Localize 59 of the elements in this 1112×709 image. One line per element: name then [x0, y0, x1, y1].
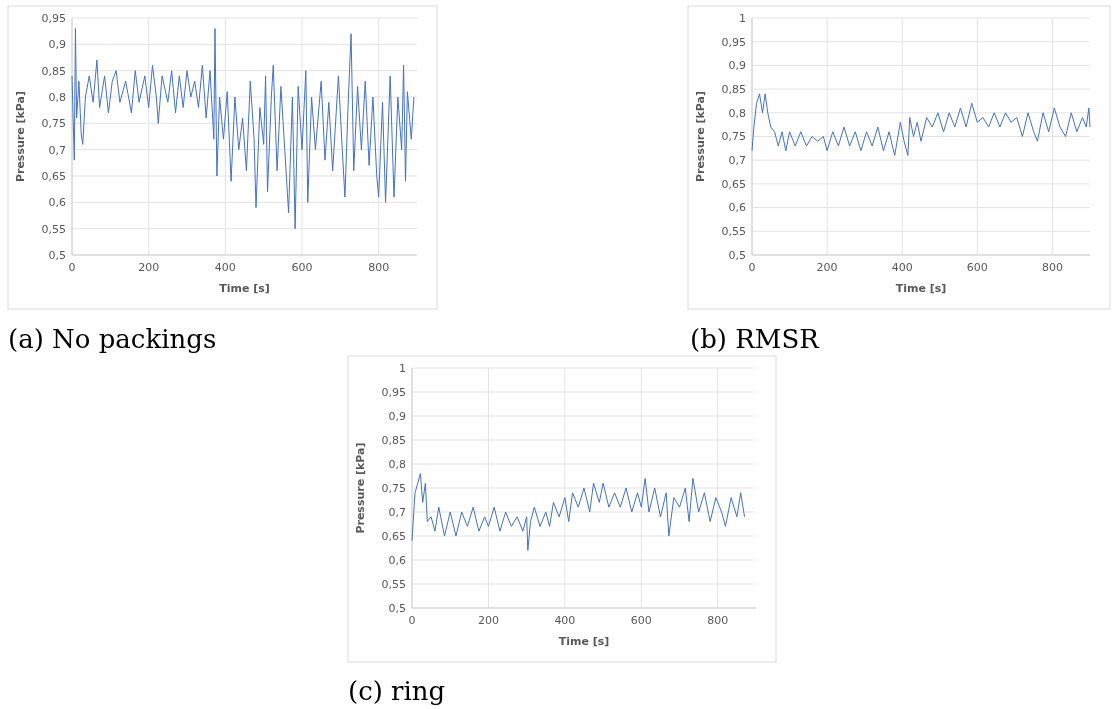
y-tick-label: 0,75	[381, 481, 406, 495]
y-tick-label: 0,5	[48, 248, 66, 262]
line-series	[751, 93, 1091, 156]
text: (b) RMSR	[690, 324, 821, 354]
y-axis-title: Pressure [kPa]	[694, 90, 707, 183]
x-tick-label: 400	[891, 261, 913, 274]
y-tick-label: 0,9	[48, 38, 66, 52]
x-tick-label: 0	[748, 261, 756, 274]
y-tick-label: 0,6	[388, 553, 406, 567]
x-tick-label: 200	[477, 614, 499, 627]
line-series	[411, 473, 746, 551]
text: (a) No packings	[8, 324, 217, 354]
x-tick-label: 400	[214, 261, 236, 274]
y-tick-label: 0,9	[728, 59, 746, 73]
y-tick-label: 0,95	[721, 35, 746, 49]
x-axis-title: Time [s]	[558, 635, 610, 648]
y-tick-label: 0,55	[381, 577, 406, 591]
x-axis-title: Time [s]	[219, 282, 270, 295]
y-tick-label: 0,8	[728, 106, 746, 120]
y-tick-label: 0,85	[41, 64, 66, 78]
x-tick-label: 0	[408, 614, 416, 627]
y-tick-label: 0,8	[48, 90, 66, 104]
y-tick-label: 0,65	[721, 177, 746, 191]
x-tick-label: 800	[368, 261, 390, 274]
y-tick-label: 0,7	[48, 143, 66, 157]
y-tick-label: 0,6	[48, 196, 66, 210]
y-tick-label: 0,85	[381, 433, 406, 447]
y-tick-label: 0,8	[388, 457, 406, 471]
x-tick-label: 200	[816, 261, 838, 274]
x-axis-title: Time [s]	[895, 282, 947, 295]
y-tick-label: 0,55	[41, 222, 66, 236]
y-axis-title: Pressure [kPa]	[354, 442, 367, 534]
y-tick-label: 0,75	[721, 130, 746, 144]
y-tick-label: 0,95	[381, 385, 406, 399]
y-axis-title: Pressure [kPa]	[14, 90, 27, 183]
line-series	[71, 28, 415, 230]
x-tick-label: 0	[68, 261, 76, 274]
x-tick-label: 200	[138, 261, 160, 274]
y-tick-label: 1	[399, 361, 406, 375]
y-tick-label: 0,5	[388, 601, 406, 615]
y-tick-label: 0,95	[41, 11, 66, 25]
y-tick-label: 0,85	[721, 82, 746, 96]
y-tick-label: 0,55	[721, 225, 746, 239]
x-tick-label: 800	[707, 614, 729, 627]
x-tick-label: 600	[630, 614, 652, 627]
y-tick-label: 0,9	[388, 409, 406, 423]
y-tick-label: 0,7	[728, 154, 746, 168]
y-tick-label: 0,65	[381, 529, 406, 543]
x-tick-label: 800	[1041, 261, 1063, 274]
x-tick-label: 600	[966, 261, 988, 274]
y-tick-label: 0,7	[388, 505, 406, 519]
text: (c) ring	[348, 676, 446, 706]
y-tick-label: 0,6	[728, 201, 746, 215]
y-tick-label: 0,5	[728, 248, 746, 262]
y-tick-label: 1	[739, 11, 746, 25]
y-tick-label: 0,65	[41, 169, 66, 183]
y-tick-label: 0,75	[41, 117, 66, 131]
x-tick-label: 600	[291, 261, 313, 274]
x-tick-label: 400	[554, 614, 576, 627]
